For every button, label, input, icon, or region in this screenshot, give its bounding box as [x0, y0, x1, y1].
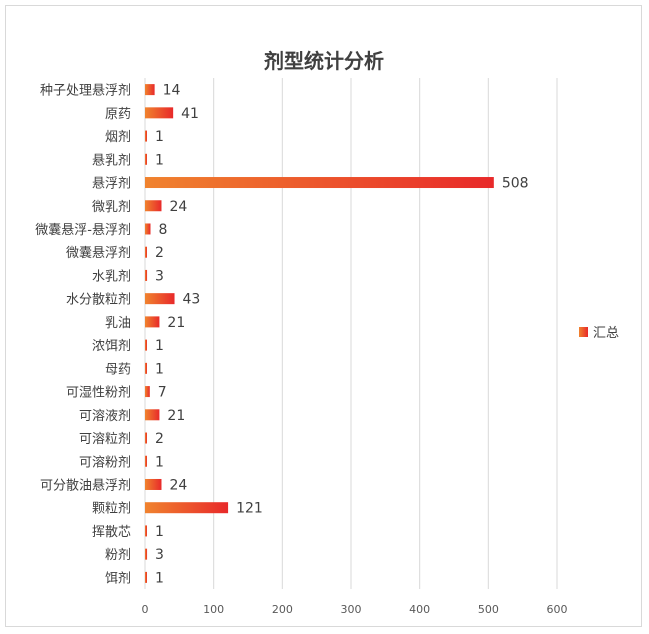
- category-label: 颗粒剂: [92, 502, 131, 517]
- bar: [145, 130, 147, 142]
- x-tick-label: 200: [272, 603, 293, 616]
- category-label: 饵剂: [105, 571, 131, 586]
- legend: 汇总: [579, 326, 619, 341]
- data-label: 1: [155, 152, 164, 168]
- data-label: 121: [236, 501, 263, 517]
- category-label: 可溶粉剂: [79, 455, 131, 470]
- data-label: 3: [155, 547, 164, 563]
- bar: [145, 246, 147, 258]
- data-label: 14: [163, 83, 181, 99]
- category-label: 水乳剂: [92, 269, 131, 284]
- bar: [145, 548, 148, 560]
- data-label: 21: [167, 408, 185, 424]
- data-label: 2: [155, 245, 164, 261]
- data-label: 21: [167, 315, 185, 331]
- x-tick-label: 500: [478, 603, 499, 616]
- category-label: 微囊悬浮剂: [66, 245, 131, 261]
- category-label: 浓饵剂: [92, 339, 131, 354]
- bar: [145, 200, 162, 212]
- x-tick-label: 600: [547, 603, 568, 616]
- x-tick-label: 300: [341, 603, 362, 616]
- category-label: 悬乳剂: [92, 153, 131, 168]
- category-label: 乳油: [105, 316, 131, 331]
- bar: [145, 502, 229, 514]
- data-label: 41: [181, 106, 199, 122]
- data-label: 1: [155, 338, 164, 354]
- bars: [145, 84, 494, 583]
- bar: [145, 84, 155, 96]
- bar: [145, 316, 160, 328]
- data-label: 3: [155, 268, 164, 284]
- category-label: 微囊悬浮-悬浮剂: [35, 222, 131, 238]
- bar: [145, 455, 147, 467]
- data-label: 7: [158, 385, 167, 401]
- x-tick-label: 400: [409, 603, 430, 616]
- category-label: 种子处理悬浮剂: [40, 84, 131, 99]
- legend-swatch: [579, 327, 588, 337]
- data-label: 1: [155, 129, 164, 145]
- bar: [145, 107, 174, 119]
- data-label: 508: [502, 176, 529, 192]
- data-label: 43: [183, 292, 201, 308]
- data-label: 1: [155, 570, 164, 586]
- category-label: 可湿性粉剂: [66, 386, 131, 401]
- chart-frame: 剂型统计分析 种子处理悬浮剂原药烟剂悬乳剂悬浮剂微乳剂微囊悬浮-悬浮剂微囊悬浮剂…: [5, 5, 642, 627]
- category-label: 母药: [105, 362, 131, 377]
- bar: [145, 478, 162, 490]
- chart-title: 剂型统计分析: [264, 49, 384, 73]
- category-labels: 种子处理悬浮剂原药烟剂悬乳剂悬浮剂微乳剂微囊悬浮-悬浮剂微囊悬浮剂水乳剂水分散粒…: [35, 84, 131, 587]
- data-label: 24: [169, 199, 187, 215]
- data-label: 2: [155, 431, 164, 447]
- category-label: 水分散粒剂: [66, 293, 131, 308]
- category-label: 原药: [105, 107, 131, 122]
- data-label: 1: [155, 361, 164, 377]
- data-label: 1: [155, 454, 164, 470]
- bar: [145, 339, 147, 351]
- legend-label: 汇总: [593, 326, 619, 341]
- grid-lines: [144, 78, 558, 589]
- bar: [145, 153, 147, 165]
- x-tick-label: 100: [203, 603, 224, 616]
- x-axis-ticks: 0 100 200 300 400 500 600: [142, 603, 568, 616]
- category-label: 可溶液剂: [79, 409, 131, 424]
- category-label: 烟剂: [105, 130, 131, 145]
- data-label: 24: [169, 477, 187, 493]
- data-label: 1: [155, 524, 164, 540]
- bar: [145, 269, 148, 281]
- category-label: 悬浮剂: [92, 177, 131, 192]
- category-label: 粉剂: [105, 548, 131, 563]
- category-label: 可溶粒剂: [79, 432, 131, 447]
- bar: [145, 177, 494, 189]
- category-label: 可分散油悬浮剂: [40, 478, 131, 493]
- bar: [145, 223, 151, 235]
- bar-chart: 剂型统计分析 种子处理悬浮剂原药烟剂悬乳剂悬浮剂微乳剂微囊悬浮-悬浮剂微囊悬浮剂…: [35, 49, 619, 616]
- data-label: 8: [158, 222, 167, 238]
- bar: [145, 571, 147, 583]
- category-label: 挥散芯: [92, 525, 131, 540]
- bar: [145, 293, 175, 305]
- x-tick-label: 0: [142, 603, 149, 616]
- category-label: 微乳剂: [92, 200, 131, 215]
- bar: [145, 432, 147, 444]
- bar: [145, 362, 147, 374]
- bar: [145, 525, 147, 537]
- bar: [145, 386, 150, 398]
- bar: [145, 409, 160, 421]
